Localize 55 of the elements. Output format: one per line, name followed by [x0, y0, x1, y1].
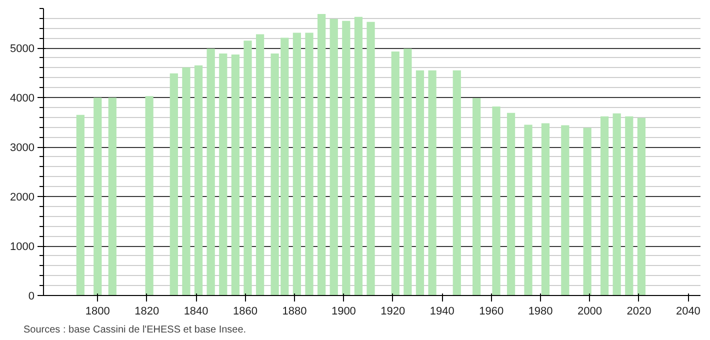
- bar: [219, 54, 228, 296]
- bar: [244, 40, 252, 296]
- bar: [330, 18, 338, 296]
- bar: [506, 112, 516, 296]
- bar: [194, 65, 203, 296]
- x-tick-label: 1800: [85, 306, 110, 318]
- y-tick-label: 3000: [10, 142, 35, 154]
- bar: [305, 32, 314, 296]
- bar: [342, 20, 350, 296]
- bar: [231, 54, 240, 296]
- y-tick-label: 1000: [10, 241, 35, 254]
- bar: [524, 124, 532, 296]
- bar: [637, 118, 646, 296]
- bar: [76, 114, 84, 296]
- x-tick-label: 1900: [331, 306, 356, 318]
- bar: [182, 67, 190, 296]
- bar: [354, 16, 363, 296]
- y-tick-label: 4000: [10, 92, 35, 105]
- bar: [404, 48, 412, 296]
- bar: [94, 98, 102, 296]
- bar: [108, 98, 116, 296]
- x-tick-label: 2000: [578, 306, 602, 318]
- x-tick-label: 1820: [134, 306, 160, 318]
- x-tick-label: 1880: [282, 306, 307, 318]
- bar: [145, 96, 154, 296]
- bar: [452, 70, 461, 296]
- bar: [416, 70, 424, 296]
- bar: [317, 14, 326, 296]
- bar: [541, 123, 550, 296]
- y-tick-label: 5000: [10, 43, 35, 56]
- bar: [625, 116, 634, 296]
- bar: [561, 125, 570, 296]
- x-tick-label: 1860: [233, 306, 258, 318]
- bar: [391, 52, 400, 296]
- bar: [583, 128, 592, 296]
- x-tick-label: 2020: [626, 306, 652, 318]
- x-tick-label: 1920: [380, 306, 406, 318]
- x-tick-label: 1840: [184, 306, 208, 318]
- bar: [256, 34, 264, 296]
- bar: [492, 106, 500, 296]
- bar: [612, 113, 621, 296]
- x-tick-label: 1980: [528, 306, 553, 318]
- bar: [600, 116, 609, 296]
- bar: [206, 48, 215, 296]
- x-tick-label: 2040: [676, 306, 700, 318]
- bar: [170, 73, 178, 296]
- x-tick-label: 1960: [479, 306, 504, 318]
- y-tick-label: 2000: [10, 192, 35, 204]
- bar: [472, 98, 481, 296]
- bar: [428, 70, 436, 296]
- bar: [366, 22, 375, 296]
- bar: [292, 32, 302, 296]
- y-tick-label: 0: [28, 290, 35, 302]
- source-note: Sources : base Cassini de l'EHESS et base Insee.: [24, 324, 246, 336]
- x-tick-label: 1940: [430, 306, 454, 318]
